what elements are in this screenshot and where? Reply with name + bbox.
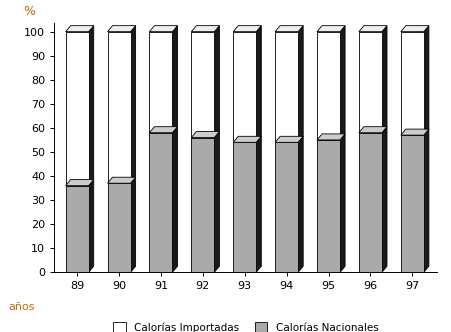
Bar: [149, 133, 172, 272]
Polygon shape: [424, 26, 429, 135]
Polygon shape: [89, 180, 94, 272]
Bar: [359, 133, 382, 272]
Polygon shape: [256, 136, 261, 272]
Bar: [401, 135, 424, 272]
Bar: [275, 142, 298, 272]
Bar: [149, 32, 172, 133]
Polygon shape: [214, 26, 219, 137]
Polygon shape: [359, 26, 387, 32]
Polygon shape: [275, 136, 303, 142]
Polygon shape: [382, 26, 387, 133]
Bar: [66, 32, 89, 186]
Polygon shape: [149, 127, 178, 133]
Polygon shape: [131, 177, 136, 272]
Bar: [107, 32, 131, 183]
Bar: [233, 32, 256, 142]
Polygon shape: [317, 26, 345, 32]
Polygon shape: [107, 26, 136, 32]
Polygon shape: [149, 26, 178, 32]
Bar: [107, 183, 131, 272]
Bar: [191, 137, 214, 272]
Bar: [359, 32, 382, 133]
Polygon shape: [275, 26, 303, 32]
Polygon shape: [214, 131, 219, 272]
Bar: [191, 32, 214, 137]
Bar: [233, 142, 256, 272]
Polygon shape: [191, 26, 219, 32]
Polygon shape: [382, 127, 387, 272]
Polygon shape: [401, 129, 429, 135]
Bar: [275, 32, 298, 142]
Polygon shape: [131, 26, 136, 183]
Polygon shape: [340, 134, 345, 272]
Bar: [317, 32, 340, 140]
Polygon shape: [359, 127, 387, 133]
Polygon shape: [172, 127, 178, 272]
Polygon shape: [317, 134, 345, 140]
Polygon shape: [89, 26, 94, 186]
Text: %: %: [23, 5, 36, 18]
Polygon shape: [172, 26, 178, 133]
Legend: Calorías Importadas, Calorías Nacionales: Calorías Importadas, Calorías Nacionales: [109, 318, 382, 332]
Polygon shape: [340, 26, 345, 140]
Polygon shape: [256, 26, 261, 142]
Polygon shape: [401, 26, 429, 32]
Bar: [317, 140, 340, 272]
Bar: [66, 186, 89, 272]
Polygon shape: [233, 26, 261, 32]
Polygon shape: [66, 26, 94, 32]
Text: años: años: [8, 302, 35, 312]
Polygon shape: [233, 136, 261, 142]
Polygon shape: [298, 26, 303, 142]
Bar: [401, 32, 424, 135]
Polygon shape: [424, 129, 429, 272]
Polygon shape: [298, 136, 303, 272]
Polygon shape: [191, 131, 219, 137]
Polygon shape: [107, 177, 136, 183]
Polygon shape: [66, 180, 94, 186]
